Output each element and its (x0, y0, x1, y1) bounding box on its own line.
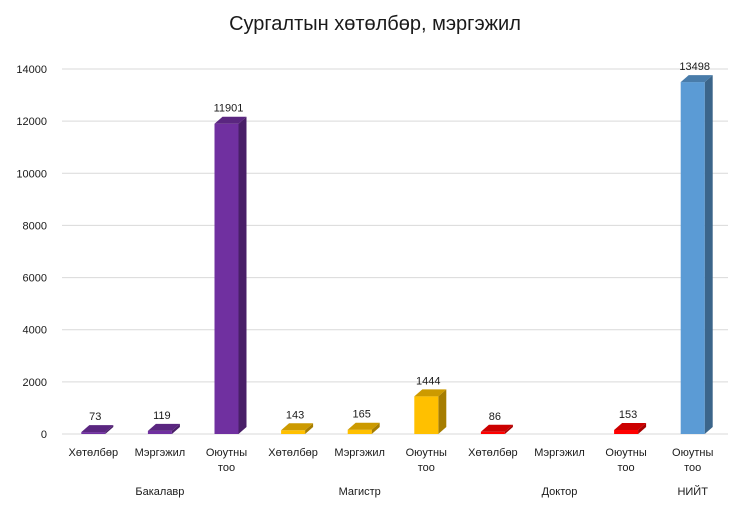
bar-front (147, 430, 172, 434)
bar-top (214, 116, 247, 124)
data-label: 11901 (214, 103, 244, 115)
bar-top (281, 423, 314, 431)
bar (614, 423, 647, 434)
bar-top (414, 389, 447, 397)
bar-front (281, 430, 306, 434)
y-axis-ticks: 0 2000 4000 6000 8000 10000 12000 14000 (16, 64, 47, 441)
bar (147, 423, 180, 434)
bar-front (347, 429, 372, 434)
x-tick-label: Мэргэжил (534, 447, 585, 459)
x-tick-label: Хөтөлбөр (468, 447, 518, 459)
y-tick-label: 14000 (16, 64, 47, 76)
data-label: 1444 (416, 375, 440, 387)
group-labels: Бакалавр Магистр Доктор НИЙТ (135, 485, 708, 498)
bar-front (81, 432, 106, 434)
bar-side (704, 75, 713, 434)
data-label: 73 (89, 411, 101, 423)
bar (480, 424, 513, 434)
y-tick-label: 12000 (16, 116, 47, 128)
y-tick-label: 2000 (23, 377, 47, 389)
bar-front (414, 396, 439, 434)
bar (680, 75, 713, 434)
bar (214, 116, 247, 434)
data-label: 153 (619, 409, 637, 421)
x-tick-label: Оюутны тоо (672, 447, 713, 474)
bar-front (480, 431, 505, 434)
gridlines (62, 68, 728, 435)
data-label: 165 (353, 409, 371, 421)
bar-side (171, 423, 180, 434)
bar-side (371, 422, 380, 434)
bar-top (680, 75, 713, 83)
bar (414, 389, 447, 434)
bar-front (680, 82, 705, 434)
x-tick-label: Оюутны тоо (406, 447, 447, 474)
bar-side (438, 389, 447, 434)
group-label: НИЙТ (677, 485, 708, 498)
y-tick-label: 10000 (16, 168, 47, 180)
group-label: Магистр (339, 486, 381, 498)
bar (81, 425, 114, 434)
y-tick-label: 6000 (23, 273, 47, 285)
bars: 73 119 11901 143 165 1444 86 153 13498 (81, 61, 713, 434)
bar (347, 422, 380, 434)
bar-top (81, 425, 114, 433)
x-tick-label: Мэргэжил (135, 447, 186, 459)
chart-title: Сургалтын хөтөлбөр, мэргэжил (229, 13, 521, 35)
bar-top (347, 422, 380, 430)
bar-side (305, 423, 314, 434)
bar-front (214, 123, 239, 434)
bar-side (238, 116, 247, 434)
group-label: Доктор (542, 486, 578, 498)
x-tick-label: Оюутны тоо (206, 447, 247, 474)
group-label: Бакалавр (135, 486, 184, 498)
y-tick-label: 0 (41, 429, 47, 441)
bar (281, 423, 314, 434)
bar-top (480, 424, 513, 432)
data-label: 143 (286, 409, 304, 421)
y-tick-label: 8000 (23, 220, 47, 232)
bar-side (504, 424, 513, 434)
x-tick-label: Хөтөлбөр (268, 447, 318, 459)
y-tick-label: 4000 (23, 325, 47, 337)
data-label: 86 (489, 411, 501, 423)
x-tick-label: Мэргэжил (334, 447, 385, 459)
bar-top (614, 423, 647, 431)
bar-side (638, 423, 647, 434)
x-axis-labels: Хөтөлбөр Мэргэжил Оюутны тоо Хөтөлбөр Мэргэжи… (69, 447, 714, 474)
bar-side (105, 425, 114, 434)
x-tick-label: Оюутны тоо (605, 447, 646, 474)
data-label: 13498 (679, 61, 710, 73)
x-tick-label: Хөтөлбөр (69, 447, 119, 459)
bar-top (147, 423, 180, 431)
data-label: 119 (153, 410, 171, 422)
bar-front (614, 430, 639, 434)
